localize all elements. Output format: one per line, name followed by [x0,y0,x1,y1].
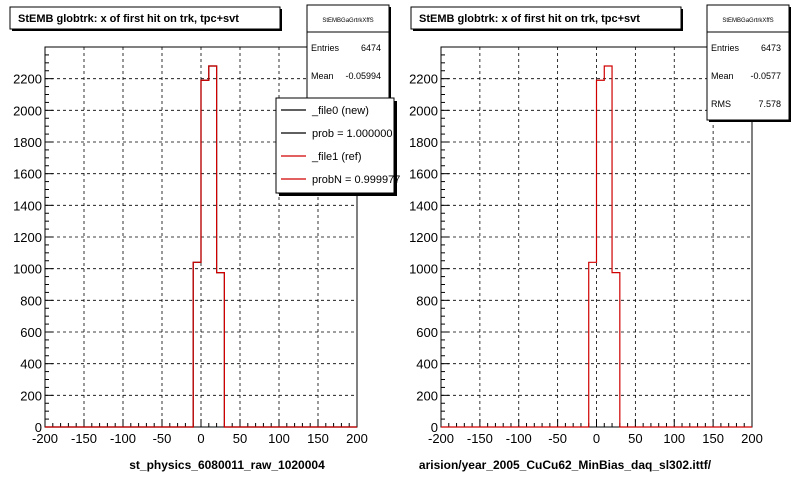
stats-value: -0.0577 [750,71,781,81]
y-tick-label: 0 [431,420,438,435]
x-tick-label: -100 [506,431,532,446]
y-tick-label: 2000 [13,103,42,118]
stats-box [306,4,390,104]
histogram-panel-1: -200 -150 -100 -50 0 50 100 150 2000200400600800… [9,4,400,472]
stats-label: Entries [311,43,340,53]
x-tick-label: 100 [268,431,290,446]
stats-label: Entries [711,43,740,53]
histogram-bin [217,273,225,427]
footer-label: st_physics_6080011_raw_1020004 [129,458,325,472]
stats-name: StEMBGaGrtrkXffS [722,18,773,24]
x-tick-label: 100 [663,431,685,446]
x-tick-label: 0 [197,431,204,446]
y-tick-label: 2200 [13,72,42,87]
y-tick-label: 1200 [409,230,438,245]
histogram-bin [604,66,612,427]
y-tick-label: 800 [416,293,438,308]
x-tick-label: 150 [307,431,329,446]
footer-label: arision/year_2005_CuCu62_MinBias_daq_sl3… [419,458,712,472]
y-tick-label: 1000 [13,262,42,277]
x-tick-label: -50 [153,431,172,446]
y-tick-label: 1800 [13,135,42,150]
chart-title: StEMB globtrk: x of first hit on trk, tp… [18,13,239,25]
histogram-panel-2: -200 -150 -100 -50 0 50 100 150 2000200400600800… [409,4,791,472]
x-tick-label: 50 [233,431,247,446]
legend-box [275,97,395,194]
y-tick-label: 1600 [409,167,438,182]
y-tick-label: 1400 [13,198,42,213]
x-tick-label: -200 [32,431,58,446]
x-tick-label: 200 [741,431,763,446]
histogram-bin [193,262,201,427]
x-tick-label: -200 [428,431,454,446]
stats-label: RMS [711,99,731,109]
stats-value: 6474 [361,43,381,53]
y-tick-label: 0 [35,420,42,435]
y-tick-label: 1400 [409,198,438,213]
y-tick-label: 2200 [409,72,438,87]
x-tick-label: -150 [71,431,97,446]
y-tick-label: 1800 [409,135,438,150]
y-tick-label: 1000 [409,262,438,277]
stats-value: -0.05994 [345,71,381,81]
legend-label: prob = 1.000000 [312,128,392,140]
histogram-bin [589,262,597,427]
legend-label: probN = 0.999977 [312,174,400,186]
histogram-bin [597,80,605,427]
legend-label: _file0 (new) [311,105,369,117]
title-box [410,6,682,30]
stats-label: Mean [311,71,334,81]
stats-value: 6473 [761,43,781,53]
y-tick-label: 200 [20,388,42,403]
x-tick-label: -100 [110,431,136,446]
stats-name: StEMBGaGrtrkXffS [322,18,373,24]
histogram-bin [201,80,209,427]
x-tick-label: 200 [346,431,368,446]
x-tick-label: 150 [702,431,724,446]
y-tick-label: 2000 [409,103,438,118]
y-tick-label: 400 [20,357,42,372]
y-tick-label: 800 [20,293,42,308]
stats-value: 7.578 [758,99,781,109]
histogram-bin [612,273,620,427]
grid-lines [441,47,752,427]
title-box [9,6,281,30]
stats-label: Mean [711,71,734,81]
x-tick-label: 50 [628,431,642,446]
chart-title: StEMB globtrk: x of first hit on trk, tp… [419,13,640,25]
y-tick-label: 1200 [13,230,42,245]
stats-box [706,4,790,121]
y-tick-label: 200 [416,388,438,403]
y-tick-label: 1600 [13,167,42,182]
histogram-bin [209,66,217,427]
x-tick-label: 0 [593,431,600,446]
y-tick-label: 600 [20,325,42,340]
x-tick-label: -50 [548,431,567,446]
legend-label: _file1 (ref) [311,151,362,163]
histogram-series-2 [45,65,357,428]
x-tick-label: -150 [467,431,493,446]
y-tick-label: 600 [416,325,438,340]
histogram-series-1 [441,65,752,428]
y-tick-label: 400 [416,357,438,372]
